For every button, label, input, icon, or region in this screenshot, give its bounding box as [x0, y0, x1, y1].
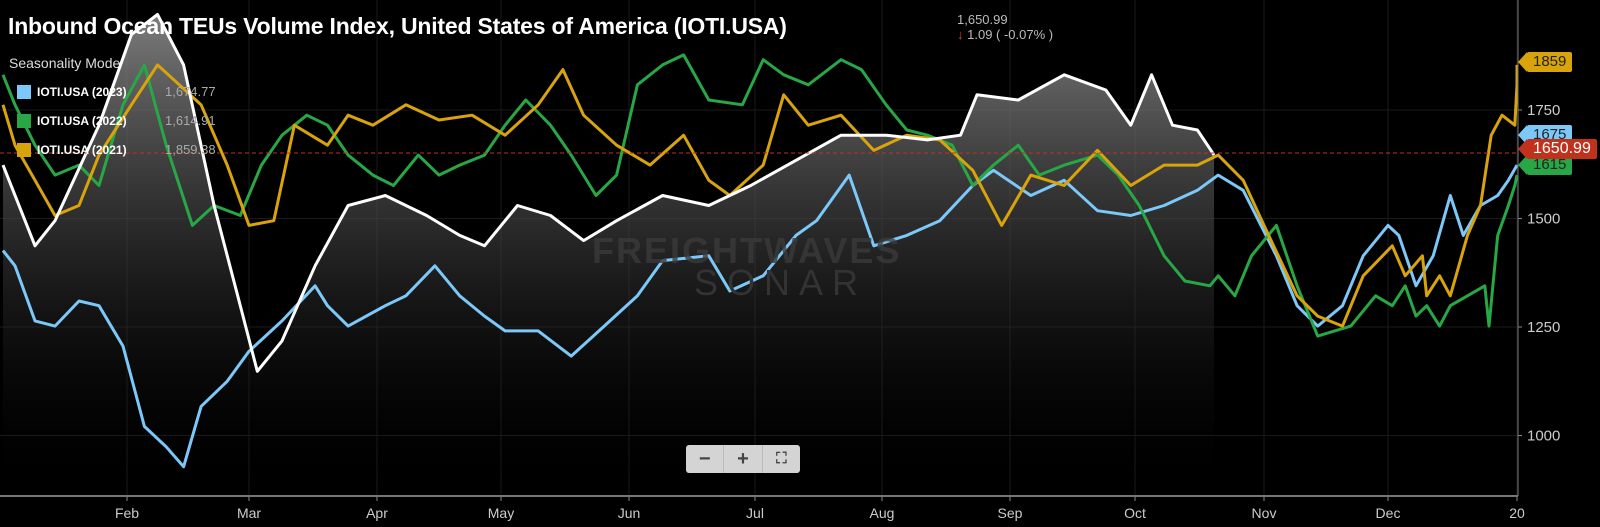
area-fill-current: [3, 14, 1215, 496]
legend-swatch: [17, 84, 31, 99]
watermark-logo: FREIGHTWAVES: [592, 230, 902, 271]
series-lines: [1, 13, 1519, 469]
legend: Seasonality Mode IOTI.USA (2023) 1,674.7…: [9, 55, 216, 164]
x-tick-label: Jul: [746, 505, 764, 521]
series-fill: [3, 14, 1215, 496]
x-tick-label: Oct: [1124, 505, 1146, 521]
zoom-controls: − + ⛶: [686, 445, 800, 473]
fullscreen-button[interactable]: ⛶: [776, 450, 787, 467]
badge-2021: 1859: [1517, 52, 1573, 72]
chart-title: Inbound Ocean TEUs Volume Index, United …: [8, 13, 787, 39]
seasonality-mode-label: Seasonality Mode: [9, 55, 121, 71]
legend-label: IOTI.USA (2022): [37, 113, 127, 128]
legend-value: 1,859.38: [165, 142, 216, 157]
legend-item-2022[interactable]: IOTI.USA (2022) 1,614.91: [9, 106, 216, 135]
legend-value: 1,674.77: [165, 84, 216, 99]
x-tick-label: 20: [1509, 505, 1525, 521]
x-tick-label: Dec: [1376, 505, 1401, 521]
series-line-ioti-usa: [1, 13, 1216, 373]
y-tick-label: 1750: [1527, 102, 1560, 119]
arrow-down-icon: ↓: [957, 27, 964, 42]
legend-label: IOTI.USA (2023): [37, 84, 127, 99]
badge-current: 1650.99: [1518, 139, 1597, 159]
zoom-out-button[interactable]: −: [686, 445, 725, 473]
x-tick-label: Mar: [237, 505, 261, 521]
quote-box: 1,650.99 ↓ 1.09 ( -0.07% ): [957, 12, 1053, 42]
legend-item-2021[interactable]: IOTI.USA (2021) 1,859.38: [9, 135, 216, 164]
badge-2022: 1615: [1517, 155, 1573, 175]
zoom-in-button[interactable]: +: [724, 445, 763, 473]
x-tick-label: Aug: [870, 505, 895, 521]
x-tick-label: Feb: [115, 505, 139, 521]
y-tick-label: 1500: [1527, 211, 1560, 228]
legend-value: 1,614.91: [165, 113, 216, 128]
last-value: 1,650.99: [957, 12, 1008, 27]
y-tick-label: 1000: [1527, 428, 1560, 445]
x-tick-label: May: [488, 505, 514, 521]
legend-swatch: [17, 113, 31, 128]
x-tick-label: Jun: [618, 505, 641, 521]
y-tick-label: 1250: [1527, 319, 1560, 336]
legend-label: IOTI.USA (2021): [37, 142, 127, 157]
series-line-ioti-usa-2021-: [1, 63, 1519, 328]
x-tick-label: Apr: [366, 505, 388, 521]
legend-item-2023[interactable]: IOTI.USA (2023) 1,674.77: [9, 77, 216, 106]
legend-swatch: [17, 142, 31, 157]
series-line-ioti-usa-2023-: [1, 164, 1519, 469]
x-tick-label: Sep: [998, 505, 1023, 521]
watermark-logo-sub: SONAR: [694, 262, 868, 303]
change-value: 1.09 ( -0.07% ): [967, 27, 1054, 42]
x-tick-label: Nov: [1252, 505, 1277, 521]
axes: Feb Mar Apr May Jun Jul Aug Sep Oct Nov Dec 20 1000 1…: [0, 0, 1560, 521]
